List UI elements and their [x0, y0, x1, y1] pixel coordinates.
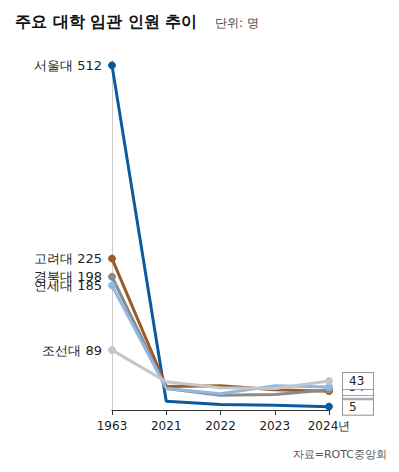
- svg-text:2021: 2021: [151, 419, 182, 433]
- svg-text:서울대 512: 서울대 512: [34, 58, 102, 73]
- svg-text:1963: 1963: [97, 419, 128, 433]
- svg-text:5: 5: [349, 400, 357, 414]
- svg-text:43: 43: [349, 374, 364, 388]
- svg-text:자료=ROTC중앙회: 자료=ROTC중앙회: [293, 448, 387, 461]
- svg-text:고려대 225: 고려대 225: [34, 251, 102, 266]
- svg-text:단위: 명: 단위: 명: [215, 16, 259, 30]
- svg-text:2023: 2023: [259, 419, 290, 433]
- svg-text:주요 대학 임관 인원 추이: 주요 대학 임관 인원 추이: [15, 12, 197, 31]
- svg-text:경북대 198: 경북대 198: [34, 269, 102, 285]
- svg-text:2024년: 2024년: [308, 419, 351, 433]
- svg-text:2022: 2022: [205, 419, 236, 433]
- svg-text:연세대 185: 연세대 185: [34, 278, 102, 293]
- svg-text:조선대 89: 조선대 89: [42, 343, 102, 358]
